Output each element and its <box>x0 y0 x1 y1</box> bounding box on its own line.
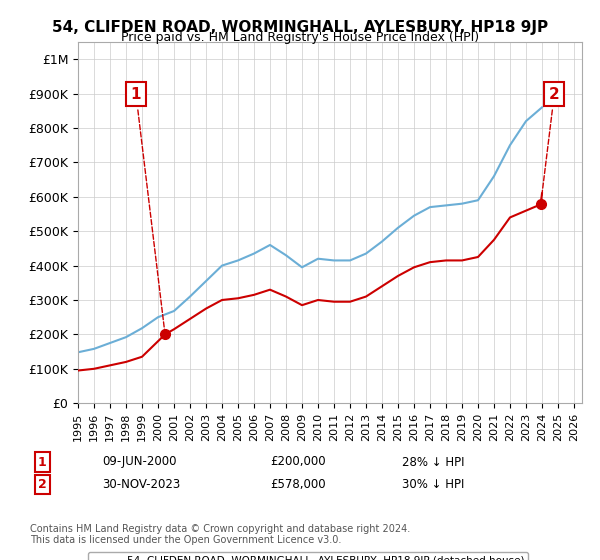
Text: £200,000: £200,000 <box>270 455 326 469</box>
Text: £578,000: £578,000 <box>270 478 326 491</box>
Text: 1: 1 <box>38 455 46 469</box>
Text: 28% ↓ HPI: 28% ↓ HPI <box>402 455 464 469</box>
Text: 2: 2 <box>541 87 560 202</box>
Text: 30% ↓ HPI: 30% ↓ HPI <box>402 478 464 491</box>
Text: 1: 1 <box>131 87 165 332</box>
Legend: 54, CLIFDEN ROAD, WORMINGHALL, AYLESBURY, HP18 9JP (detached house), HPI: Averag: 54, CLIFDEN ROAD, WORMINGHALL, AYLESBURY… <box>88 552 529 560</box>
Text: 54, CLIFDEN ROAD, WORMINGHALL, AYLESBURY, HP18 9JP: 54, CLIFDEN ROAD, WORMINGHALL, AYLESBURY… <box>52 20 548 35</box>
Text: Contains HM Land Registry data © Crown copyright and database right 2024.
This d: Contains HM Land Registry data © Crown c… <box>30 524 410 545</box>
Text: 30-NOV-2023: 30-NOV-2023 <box>102 478 180 491</box>
Text: 09-JUN-2000: 09-JUN-2000 <box>102 455 176 469</box>
Text: Price paid vs. HM Land Registry's House Price Index (HPI): Price paid vs. HM Land Registry's House … <box>121 31 479 44</box>
Text: 2: 2 <box>38 478 46 491</box>
